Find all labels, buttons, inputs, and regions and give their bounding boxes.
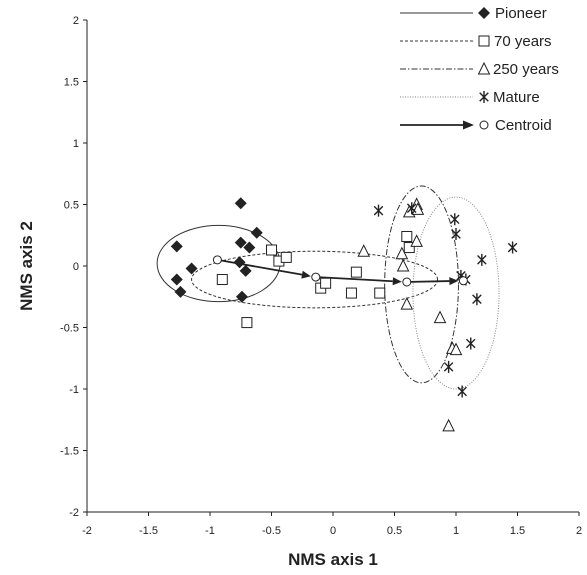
point-250-years (396, 258, 410, 272)
centroid-arrowhead (392, 277, 402, 286)
y-tick-label: 1.5 (64, 77, 79, 89)
y-tick-label: -0.5 (60, 323, 79, 335)
y-tick-label: 1 (73, 138, 79, 150)
point-70-years (320, 277, 332, 289)
x-tick-label: -1 (205, 525, 215, 537)
point-mature (451, 228, 461, 241)
legend-marker-70-years (478, 35, 490, 47)
y-tick-label: -1 (69, 384, 79, 396)
point-mature (477, 253, 487, 266)
point-250-years (400, 297, 414, 310)
point-mature (443, 360, 454, 373)
centroid-point (402, 277, 412, 287)
y-axis-title: NMS axis 2 (17, 221, 36, 311)
legend-marker-mature (479, 91, 489, 103)
legend-label-250-years: 250 years (493, 61, 559, 78)
legend-label-mature: Mature (493, 89, 540, 106)
point-70-years (280, 251, 292, 263)
y-tick-label: 0 (73, 261, 79, 273)
point-mature (373, 204, 384, 217)
point-pioneer (174, 285, 187, 298)
x-tick-label: -1.5 (139, 525, 158, 537)
x-axis-title: NMS axis 1 (288, 550, 378, 569)
point-250-years (395, 246, 409, 260)
centroid-point (311, 272, 321, 282)
x-tick-label: 1.5 (510, 525, 525, 537)
point-70-years (266, 244, 277, 256)
data-points (170, 197, 518, 432)
point-pioneer (235, 290, 248, 303)
x-tick-label: 0 (330, 525, 336, 537)
point-pioneer (239, 264, 252, 277)
point-70-years (345, 287, 357, 299)
legend-arrowhead (463, 120, 474, 130)
point-70-years (350, 266, 362, 278)
x-tick-label: 0.5 (387, 525, 402, 537)
point-250-years (410, 234, 423, 247)
legend-label-centroid: Centroid (495, 117, 552, 134)
point-mature (465, 337, 476, 350)
ellipse-mature (412, 196, 500, 390)
point-70-years (403, 242, 415, 254)
group-ellipses (156, 185, 500, 390)
point-70-years (216, 274, 228, 286)
point-pioneer (243, 241, 256, 254)
centroid-arrows (221, 259, 459, 286)
centroid-arrowhead (301, 270, 311, 279)
y-tick-label: 0.5 (64, 200, 79, 212)
point-pioneer (185, 262, 198, 275)
x-tick-label: -0.5 (262, 525, 281, 537)
point-70-years (401, 230, 413, 242)
point-mature (457, 385, 467, 398)
centroid-arrowhead (449, 277, 459, 286)
point-pioneer (250, 226, 263, 239)
centroid-point (212, 255, 222, 265)
legend-marker-250-years (477, 61, 491, 75)
point-pioneer (234, 197, 247, 210)
x-tick-label: 2 (576, 525, 582, 537)
point-pioneer (233, 256, 246, 269)
point-pioneer (170, 240, 183, 253)
point-250-years (449, 342, 463, 356)
point-250-years (442, 418, 455, 432)
legend-label-pioneer: Pioneer (495, 5, 547, 22)
point-mature (507, 241, 518, 254)
point-pioneer (170, 273, 183, 286)
x-tick-label: 1 (453, 525, 459, 537)
point-250-years (433, 310, 447, 324)
ellipse-70-years (191, 250, 439, 309)
centroid-arrow-line (319, 276, 393, 283)
centroid-point (458, 276, 468, 286)
point-70-years (241, 317, 253, 329)
point-pioneer (234, 236, 247, 249)
x-tick-label: -2 (82, 525, 92, 537)
legend-marker-centroid (479, 120, 489, 130)
centroid-arrow-line (410, 280, 450, 283)
ellipse-250-years (384, 185, 459, 384)
legend-marker-pioneer (478, 7, 490, 19)
point-mature (472, 293, 482, 306)
legend: Pioneer 70 years 250 years Mature Centro… (400, 5, 559, 134)
point-mature (406, 202, 417, 215)
y-tick-label: 2 (73, 15, 79, 27)
centroid-points (212, 255, 468, 287)
legend-label-70-years: 70 years (494, 33, 552, 50)
y-tick-label: -1.5 (60, 446, 79, 458)
y-tick-label: -2 (69, 507, 79, 519)
point-250-years (357, 244, 371, 257)
point-70-years (374, 287, 386, 299)
axis-ticks: -2 -1.5 -1 -0.5 0 0.5 1 1.5 2 2 1.5 1 0.5 0 -0.5 -1 -1.5… (60, 15, 582, 537)
point-mature (449, 213, 460, 226)
